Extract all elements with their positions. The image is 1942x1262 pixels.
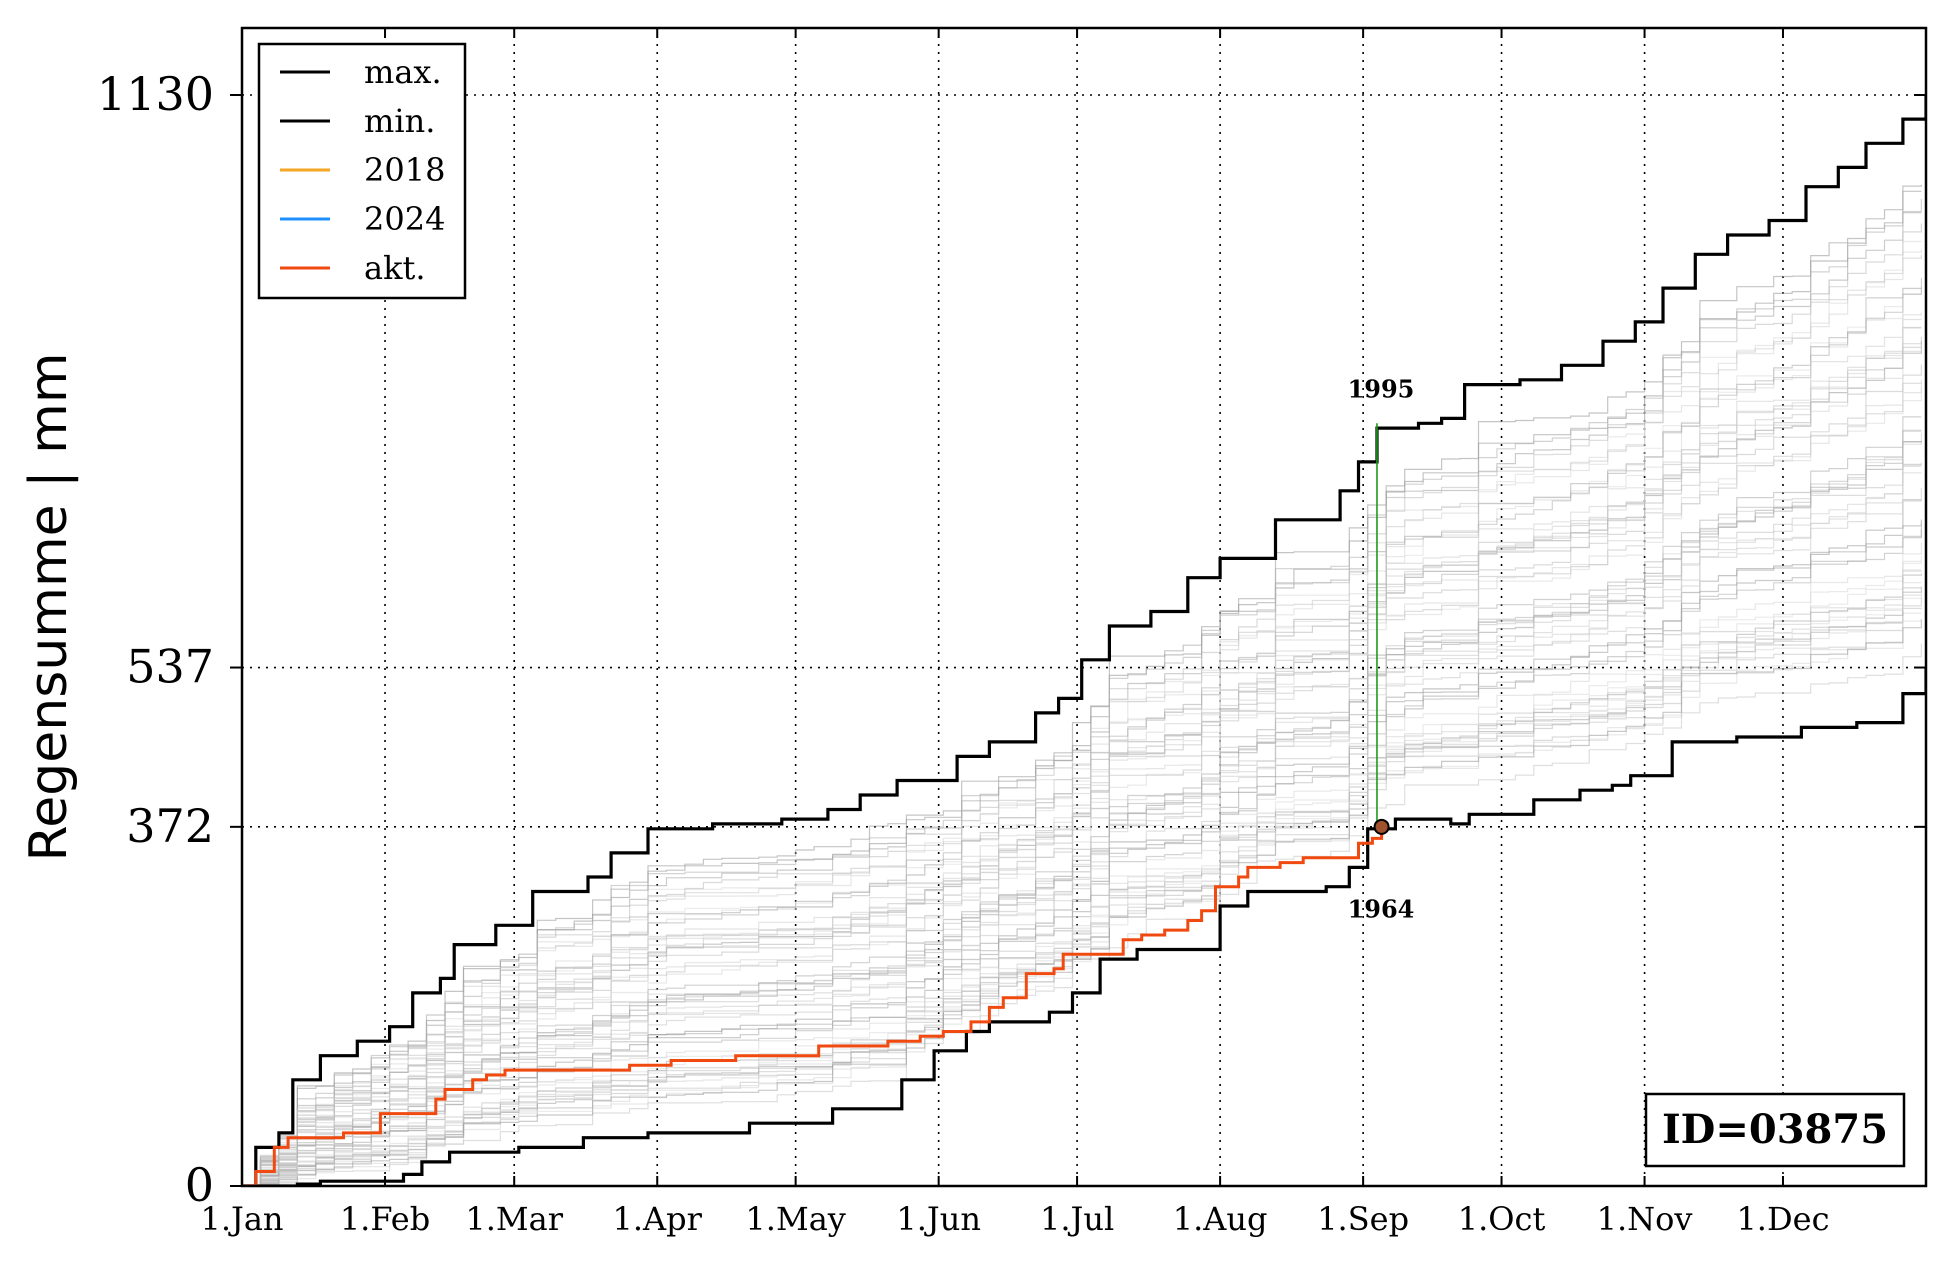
historical-year-line	[242, 582, 1922, 1186]
y-tick-label: 372	[126, 799, 214, 853]
x-tick-label: 1.May	[745, 1200, 845, 1238]
historical-year-line	[242, 619, 1922, 1186]
y-tick-label: 1130	[97, 67, 214, 121]
series-lines	[242, 95, 1926, 1186]
plot-frame	[240, 26, 1928, 1188]
legend-label: akt.	[364, 249, 426, 287]
x-tick-label: 1.Jan	[200, 1200, 283, 1238]
markers: 1995 1964	[1348, 374, 1415, 923]
x-tick-label: 1.Apr	[613, 1200, 703, 1238]
x-tick-label: 1.Jul	[1040, 1200, 1114, 1238]
annotation-year: 1964	[1348, 894, 1415, 923]
historical-year-line	[242, 542, 1922, 1186]
historical-year-line	[242, 346, 1922, 1186]
historical-year-line	[242, 462, 1922, 1186]
x-tick-label: 1.Jun	[896, 1200, 981, 1238]
id-label: ID=03875	[1662, 1106, 1888, 1153]
id-box-frame	[1644, 1092, 1906, 1168]
legend: max. min. 2018 2024 akt.	[257, 42, 467, 300]
historical-year-line	[242, 416, 1922, 1186]
historical-year-line	[242, 529, 1922, 1186]
y-axis: 0 372 537 1130	[97, 67, 1926, 1212]
historical-year-line	[242, 556, 1922, 1186]
x-tick-label: 1.Oct	[1458, 1200, 1546, 1238]
legend-label: 2018	[364, 151, 445, 189]
x-tick-label: 1.Feb	[340, 1200, 430, 1238]
historical-year-line	[242, 198, 1922, 1186]
id-box: ID=03875	[1644, 1092, 1906, 1168]
series-line-min	[242, 667, 1926, 1186]
y-axis-label: Regensumme | mm	[19, 353, 79, 862]
historical-year-line	[242, 379, 1922, 1186]
series-line-max	[242, 95, 1926, 1186]
x-tick-label: 1.Mar	[465, 1200, 563, 1238]
legend-label: min.	[364, 102, 435, 140]
legend-label: 2024	[364, 200, 445, 238]
series-line-akt	[242, 826, 1384, 1186]
historical-years-lines	[242, 184, 1922, 1186]
annotation-year: 1995	[1348, 374, 1415, 403]
x-tick-label: 1.Sep	[1317, 1200, 1409, 1238]
legend-label: max.	[364, 53, 442, 91]
y-tick-label: 537	[126, 640, 214, 694]
x-tick-label: 1.Dec	[1736, 1200, 1829, 1238]
x-tick-label: 1.Nov	[1597, 1200, 1693, 1238]
x-tick-label: 1.Aug	[1173, 1200, 1268, 1238]
historical-year-line	[242, 184, 1922, 1186]
grid	[242, 28, 1926, 1186]
x-axis: 1.Jan 1.Feb 1.Mar 1.Apr 1.May 1.Jun 1.Jul 1.Aug…	[200, 28, 1829, 1238]
y-tick-label: 0	[185, 1158, 214, 1212]
plot-background	[242, 28, 1926, 1186]
current-point	[1373, 818, 1390, 835]
